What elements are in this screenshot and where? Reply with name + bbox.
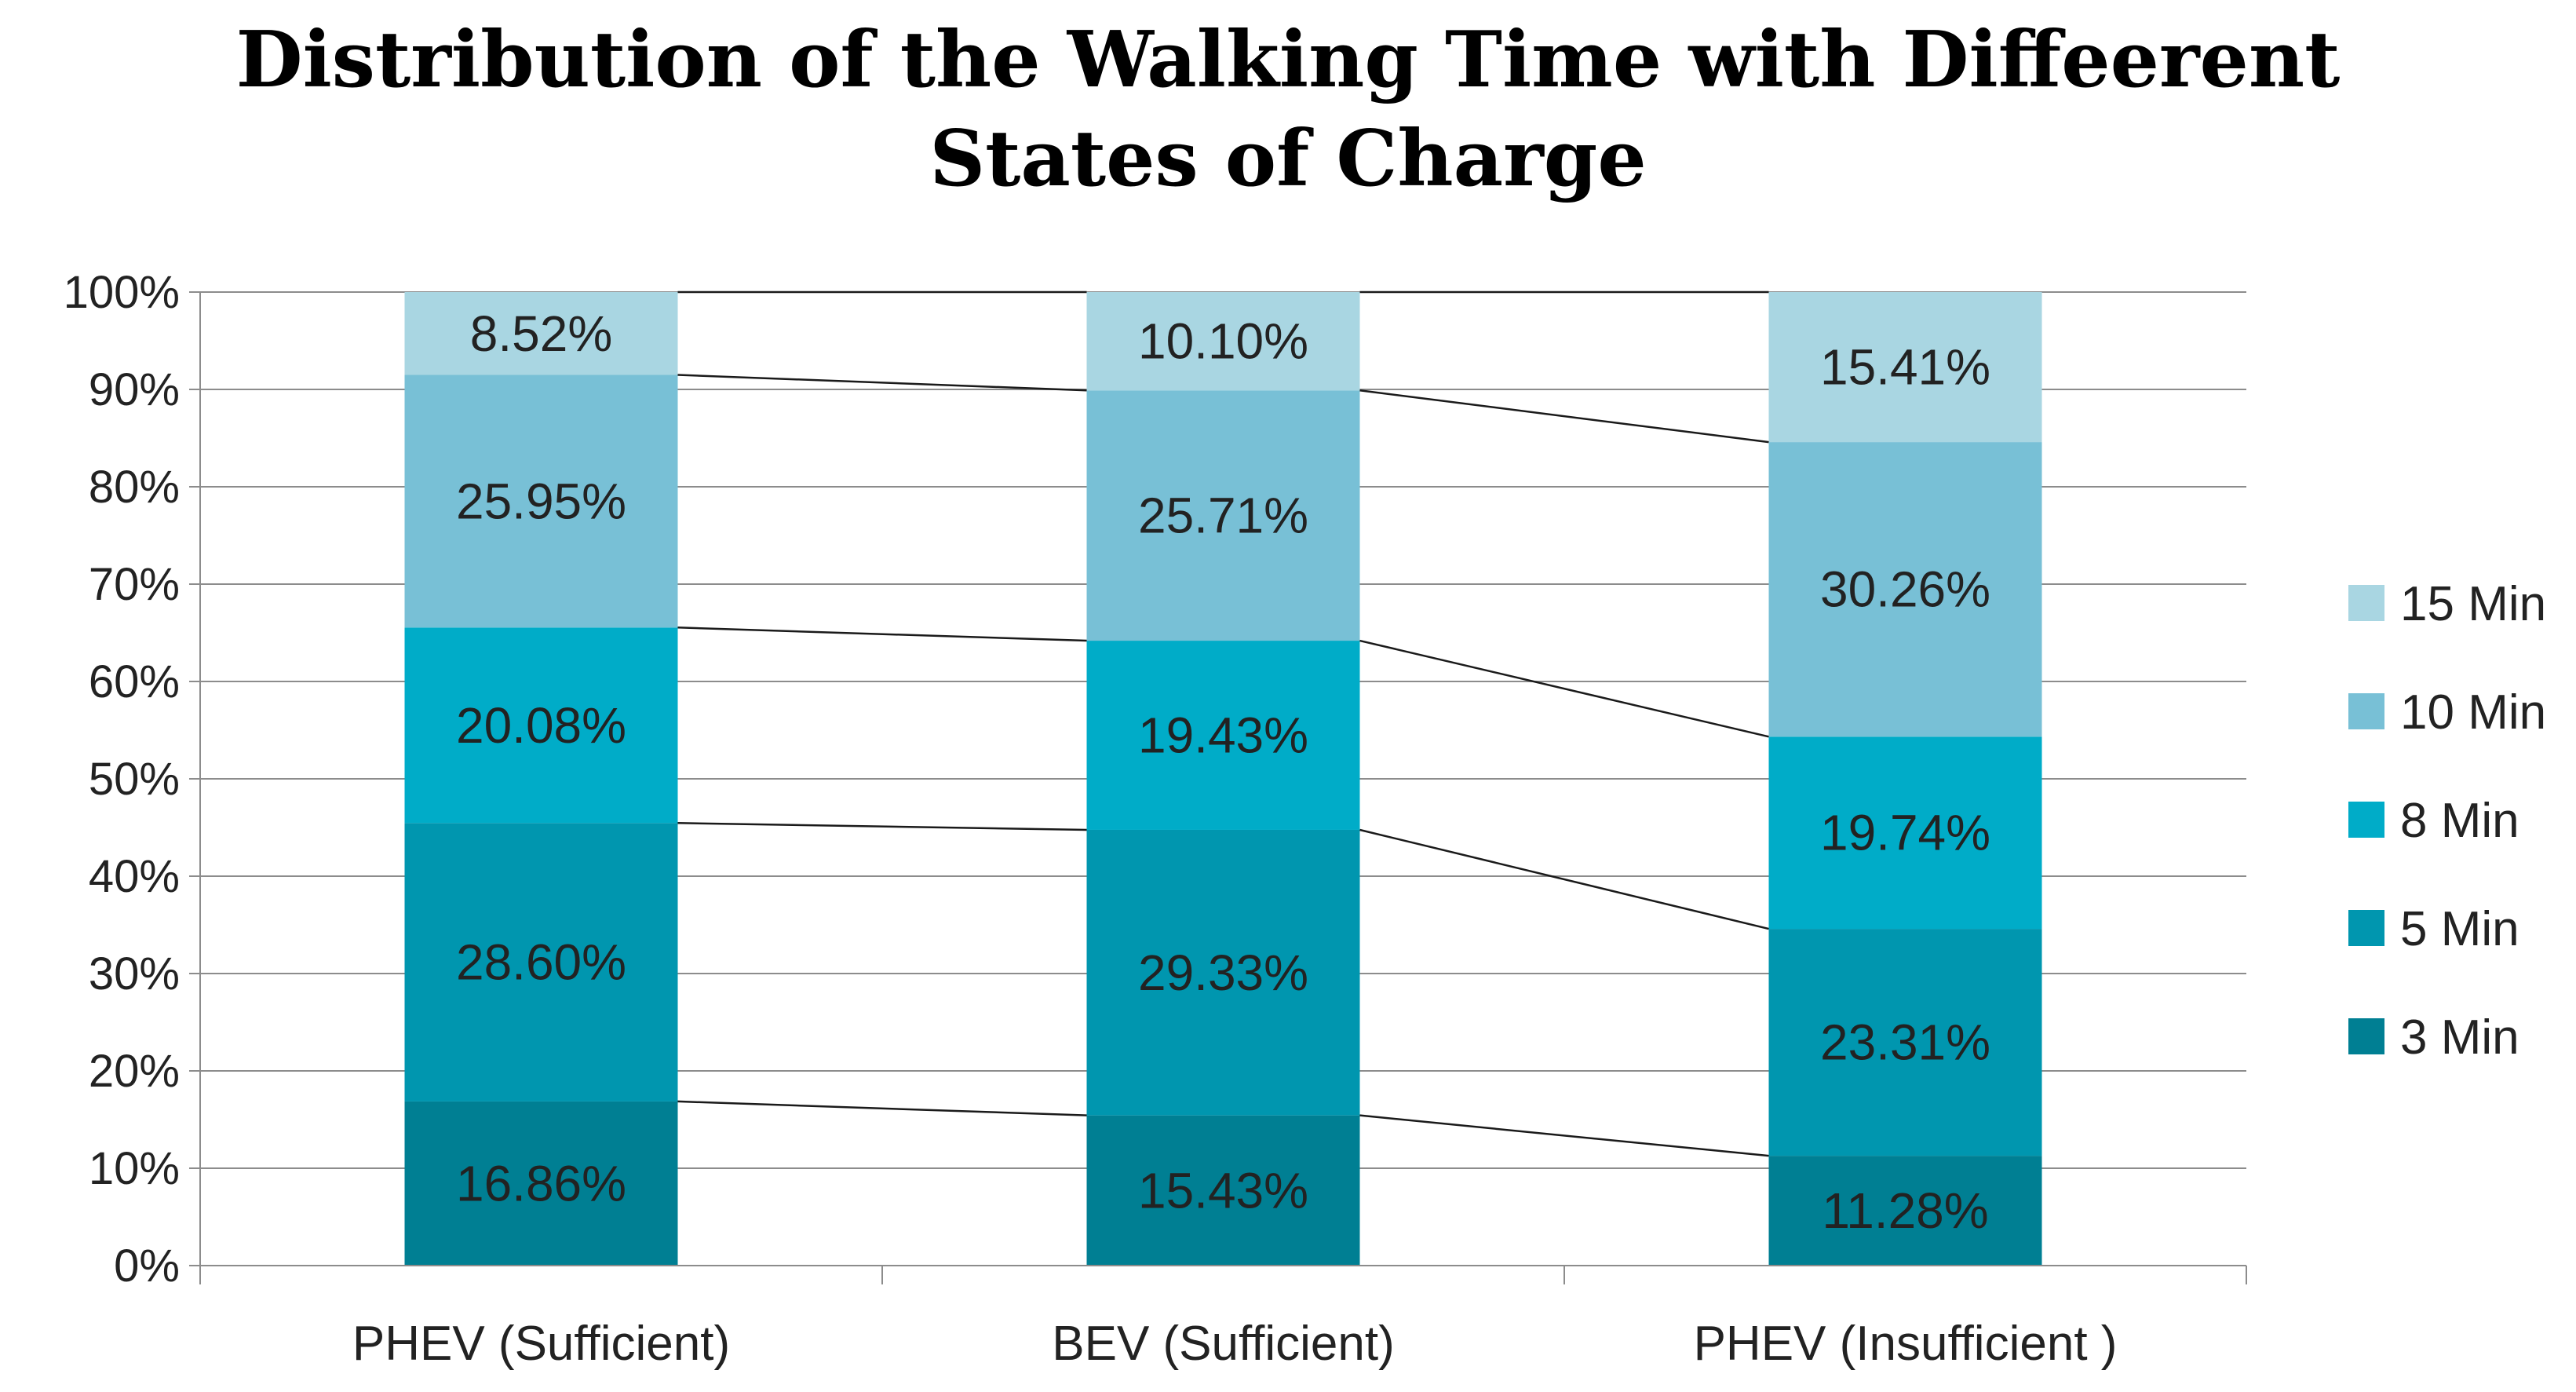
x-category-label: PHEV (Insufficient ) [1694,1317,2118,1371]
bar-segment [1086,829,1360,1116]
x-category-label: PHEV (Sufficient) [352,1317,730,1371]
chart-title-line-2: States of Charge [929,114,1647,204]
bar-segment [404,1101,678,1266]
legend-swatch [2348,802,2384,838]
legend-label: 15 Min [2400,577,2546,631]
legend-swatch [2348,910,2384,946]
data-label: 29.33% [1138,944,1308,1001]
bar-segment [1768,442,2042,737]
chart-title-line-1: Distribution of the Walking Time with Di… [235,15,2341,105]
series-connector-line [677,627,1087,642]
legend-label: 5 Min [2400,902,2519,956]
chart-title: Distribution of the Walking Time with Di… [0,11,2576,209]
legend-label: 3 Min [2400,1010,2519,1065]
data-label: 10.10% [1138,313,1308,370]
x-category-label: BEV (Sufficient) [1052,1317,1394,1371]
y-tick-label: 40% [89,851,180,902]
y-tick-label: 20% [89,1046,180,1097]
bar-segment [1086,641,1360,830]
y-tick-label: 10% [89,1143,180,1194]
data-label: 25.71% [1138,488,1308,544]
data-label: 19.74% [1820,805,1990,861]
bar-segment [1086,390,1360,641]
y-tick-label: 70% [89,559,180,610]
legend-swatch [2348,693,2384,729]
bar-segment [1086,1115,1360,1266]
data-label: 30.26% [1820,561,1990,618]
data-label: 23.31% [1820,1014,1990,1071]
series-connector-line [1359,828,1769,930]
data-label: 15.43% [1138,1162,1308,1218]
bar-segment [404,823,678,1102]
bar-segment [1086,292,1360,391]
bar-segment [404,292,678,375]
data-label: 25.95% [456,473,626,529]
legend-label: 8 Min [2400,794,2519,848]
bar-segment [1768,1156,2042,1266]
y-tick-label: 60% [89,656,180,707]
data-label: 16.86% [456,1155,626,1211]
legend-swatch [2348,585,2384,621]
series-connector-line [677,822,1087,831]
legend-swatch [2348,1018,2384,1054]
series-lines [677,290,1769,1157]
data-labels: 16.86% 15.43% 11.28% 28.60% 29.33% 23.31% 20.0… [456,305,1990,1239]
axes: 0% 10% 20% 30% 40% 50% 60% 70% 80% 90% 100% PHEV (S… [64,267,2247,1371]
bar-segment [404,374,678,628]
data-label: 11.28% [1822,1182,1988,1239]
bars [404,292,2042,1266]
bar-segment [1768,929,2042,1156]
data-label: 19.43% [1138,707,1308,764]
series-connector-line [1359,639,1769,738]
y-tick-label: 80% [89,462,180,513]
bar-segment [1768,736,2042,930]
data-label: 28.60% [456,934,626,991]
bar-segment [1768,292,2042,443]
bar-segment [404,627,678,824]
data-label: 8.52% [470,305,612,362]
series-connector-line [677,1100,1087,1116]
series-connector-line [1359,389,1769,444]
y-tick-label: 50% [89,754,180,805]
data-label: 20.08% [456,697,626,754]
y-tick-label: 100% [64,267,180,318]
series-connector-line [1359,1114,1769,1157]
series-connector-line [677,374,1087,392]
legend: 15 Min 10 Min 8 Min 5 Min 3 Min [2348,577,2546,1065]
data-label: 15.41% [1820,339,1990,396]
y-tick-label: 0% [114,1240,180,1292]
y-tick-label: 90% [89,364,180,415]
y-tick-label: 30% [89,948,180,999]
legend-label: 10 Min [2400,685,2546,740]
